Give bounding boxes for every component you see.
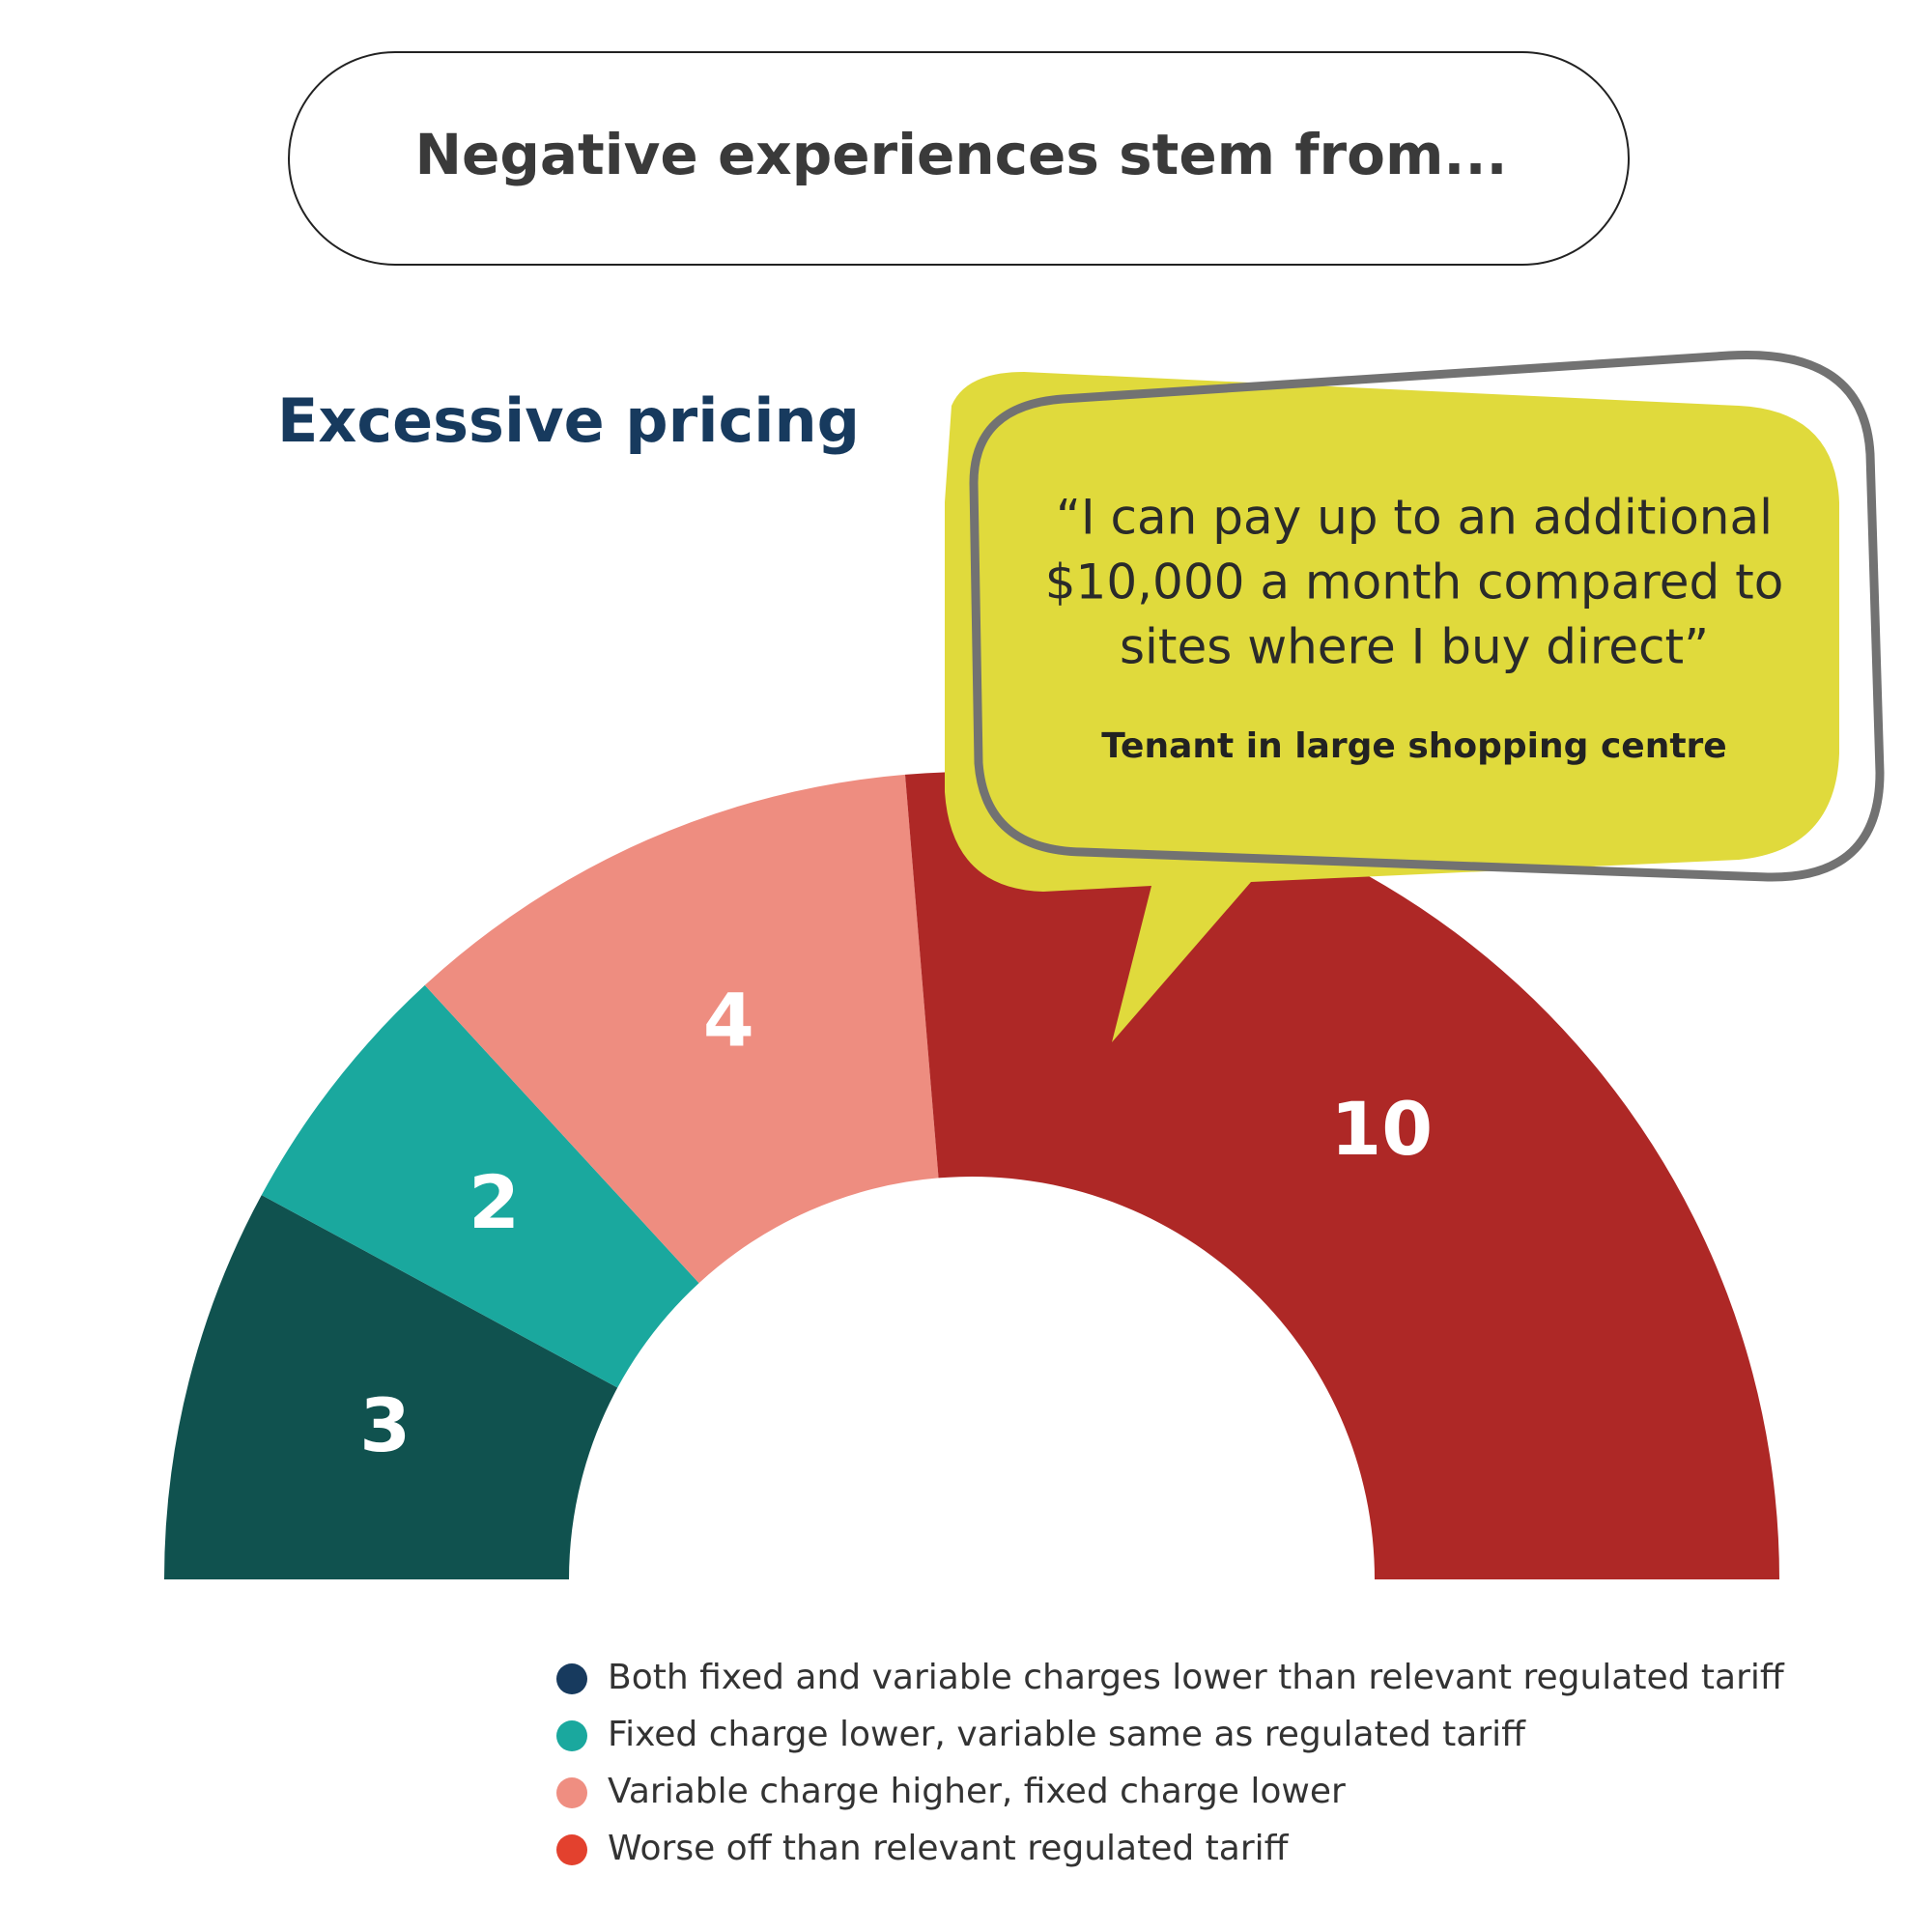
legend-marker	[556, 1777, 587, 1808]
quote-line: sites where I buy direct”	[1120, 619, 1709, 675]
legend-label: Variable charge higher, fixed charge low…	[608, 1772, 1346, 1811]
segment	[261, 984, 699, 1388]
bubble-fill	[945, 372, 1839, 1042]
chart-title: Excessive pricing	[277, 385, 860, 456]
data-label: 10	[1330, 1086, 1433, 1172]
legend-label: Fixed charge lower, variable same as reg…	[608, 1715, 1526, 1754]
segment	[164, 1195, 618, 1579]
legend-marker	[556, 1720, 587, 1751]
legend-label: Worse off than relevant regulated tariff	[608, 1829, 1290, 1868]
header: Negative experiences stem from...	[414, 122, 1507, 187]
quote-attribution: Tenant in large shopping centre	[1101, 726, 1726, 766]
legend-marker	[556, 1834, 587, 1865]
segment	[424, 774, 939, 1284]
bubble-outline	[969, 350, 1885, 882]
quote-line: “I can pay up to an additional	[1056, 490, 1773, 546]
quote-bubble	[945, 350, 1885, 1042]
legend-label: Both fixed and variable charges lower th…	[608, 1658, 1785, 1697]
data-label: 4	[703, 977, 754, 1063]
data-label: 2	[469, 1159, 520, 1245]
segment	[904, 772, 1779, 1579]
quote-line: $10,000 a month compared to	[1045, 554, 1784, 611]
data-label: 3	[359, 1382, 411, 1468]
legend-marker	[556, 1663, 587, 1694]
header-box	[288, 51, 1630, 266]
